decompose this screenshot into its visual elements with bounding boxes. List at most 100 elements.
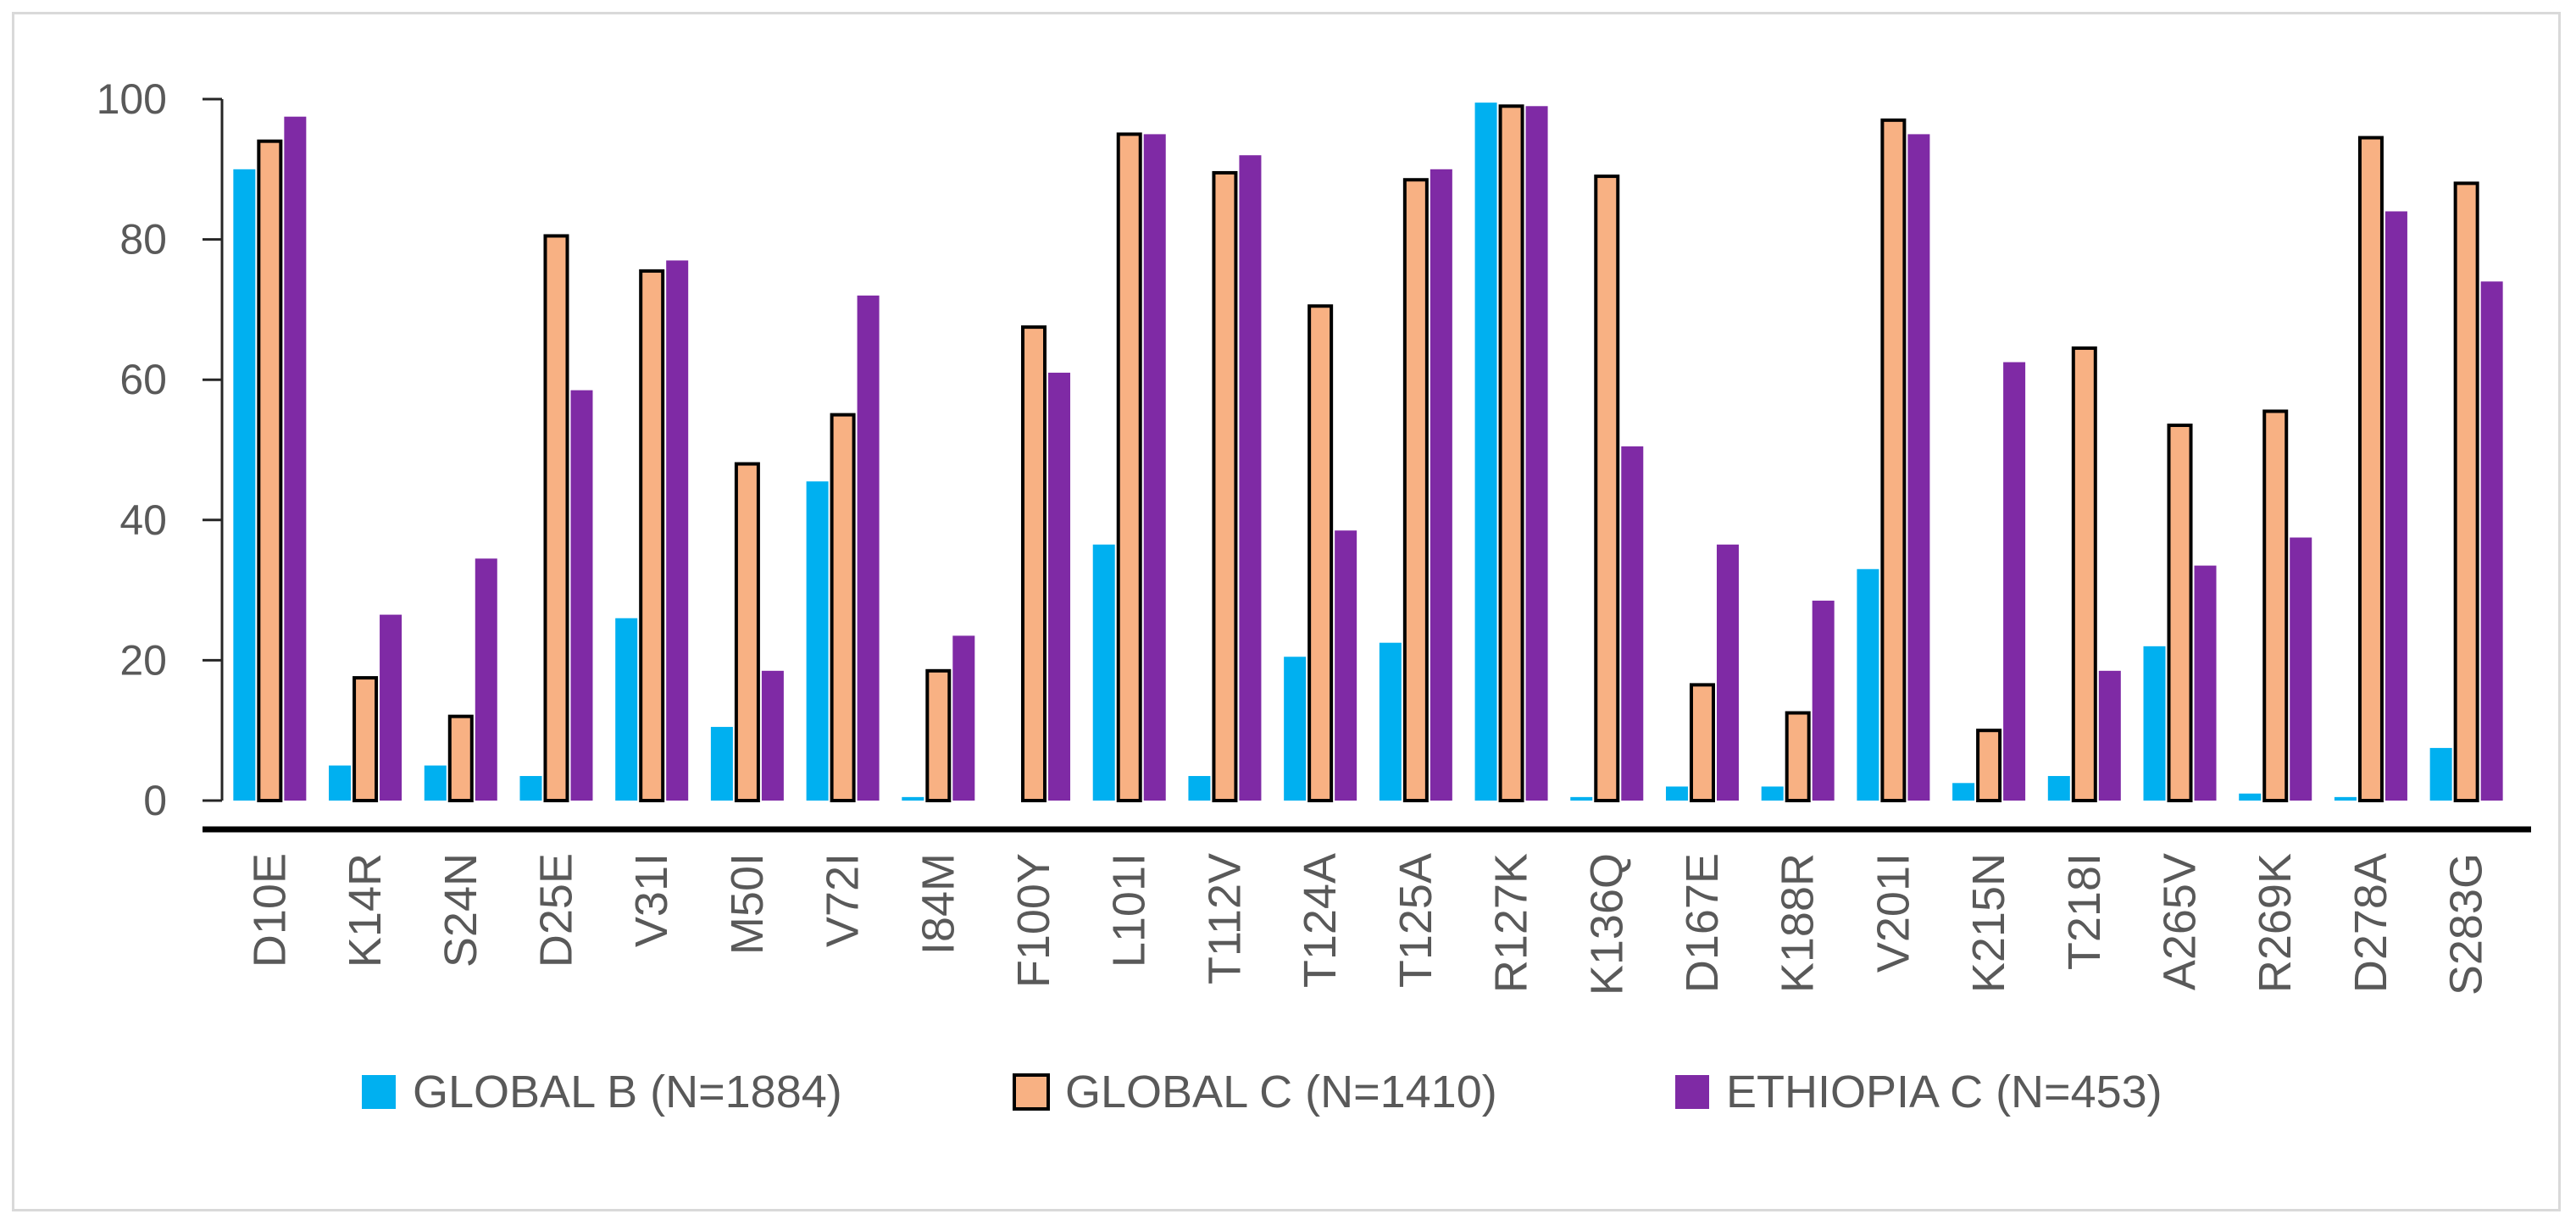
bar-ethiopia-c-d278a: [2384, 211, 2407, 801]
x-category-label: S283G: [2441, 853, 2492, 995]
bar-global-c-d278a: [2357, 136, 2384, 803]
x-category-label: D25E: [530, 853, 581, 967]
bar-global-b-v31i: [615, 618, 638, 801]
bar-global-b-r127k: [1474, 103, 1497, 801]
x-category-label: V31I: [626, 853, 677, 947]
x-category-label: M50I: [722, 853, 773, 955]
chart-frame: 0 20 40 60 80 100 D10E K14R S24N D25E V31I M50I V72…: [12, 12, 2561, 1211]
bar-ethiopia-c-m50i: [761, 670, 784, 801]
y-tick-label: 100: [97, 75, 167, 123]
bar-global-c-k136q: [1594, 175, 1620, 802]
bar-global-b-r269k: [2239, 793, 2262, 801]
bar-ethiopia-c-d167e: [1716, 544, 1739, 801]
x-category-label: D10E: [244, 853, 295, 967]
bar-ethiopia-c-f100y: [1048, 372, 1071, 801]
bar-global-c-m50i: [734, 462, 760, 802]
bar-ethiopia-c-d10e: [284, 116, 307, 801]
bar-global-b-k136q: [1570, 796, 1593, 801]
bar-global-b-s24n: [424, 765, 447, 801]
bar-global-c-v72i: [830, 413, 856, 802]
legend-label-ethiopia-c: ETHIOPIA C (N=453): [1726, 1067, 2162, 1117]
bar-global-c-v31i: [639, 269, 665, 802]
bar-ethiopia-c-k14r: [380, 614, 402, 801]
y-tick-label: 40: [119, 496, 167, 544]
bar-ethiopia-c-s283g: [2480, 281, 2503, 801]
bar-ethiopia-c-k188r: [1812, 601, 1835, 801]
bar-global-c-t218i: [2071, 346, 2097, 802]
bar-global-b-v72i: [806, 481, 829, 801]
bar-global-b-s283g: [2429, 747, 2452, 801]
legend-swatch-ethiopia-c: [1675, 1075, 1709, 1109]
x-category-label: S24N: [436, 853, 486, 967]
bar-global-c-v201i: [1880, 118, 1907, 802]
bar-global-c-a265v: [2167, 424, 2193, 802]
bar-ethiopia-c-k215n: [2003, 362, 2026, 801]
legend-label-global-c: GLOBAL C (N=1410): [1065, 1067, 1497, 1117]
y-tick-label: 0: [143, 777, 167, 824]
bar-ethiopia-c-t218i: [2098, 670, 2121, 801]
x-category-label: L101I: [1104, 853, 1155, 967]
bar-ethiopia-c-k136q: [1621, 446, 1644, 801]
bar-global-c-r269k: [2262, 409, 2289, 802]
bar-ethiopia-c-t112v: [1239, 155, 1262, 801]
x-category-label: I84M: [913, 853, 963, 955]
bar-global-c-d25e: [543, 234, 569, 802]
bar-global-b-d10e: [233, 169, 256, 801]
bar-chart: 0 20 40 60 80 100 D10E K14R S24N D25E V31I M50I V72…: [97, 75, 2531, 1117]
bar-ethiopia-c-a265v: [2194, 565, 2217, 801]
x-category-label: K188R: [1773, 853, 1824, 993]
bar-global-c-k215n: [1976, 729, 2002, 803]
bar-global-c-d10e: [257, 139, 283, 802]
bar-global-c-l101i: [1116, 132, 1142, 802]
bar-global-b-i84m: [902, 796, 924, 801]
bar-global-c-r127k: [1498, 104, 1524, 802]
bar-global-b-l101i: [1092, 544, 1115, 801]
x-category-label: K215N: [1963, 853, 2014, 993]
bar-global-c-s24n: [447, 714, 474, 803]
bar-global-b-d25e: [519, 776, 542, 801]
bar-global-c-f100y: [1021, 325, 1047, 803]
bar-ethiopia-c-s24n: [475, 558, 497, 801]
bar-global-b-t125a: [1379, 642, 1402, 801]
y-tick-label: 80: [119, 216, 167, 263]
legend-swatch-global-b: [362, 1075, 396, 1109]
bar-ethiopia-c-v201i: [1907, 134, 1930, 801]
legend-label-global-b: GLOBAL B (N=1884): [413, 1067, 842, 1117]
bar-global-b-t218i: [2047, 776, 2070, 801]
x-category-label: D167E: [1677, 853, 1728, 993]
bar-ethiopia-c-d25e: [570, 390, 593, 801]
bars: [233, 103, 2503, 803]
bar-global-b-k215n: [1952, 783, 1975, 801]
bar-ethiopia-c-t125a: [1430, 169, 1452, 801]
x-category-label: T124A: [1295, 853, 1346, 988]
bar-ethiopia-c-v31i: [666, 260, 689, 801]
y-axis: 0 20 40 60 80 100: [97, 75, 224, 824]
x-category-label: R127K: [1486, 853, 1537, 993]
bar-ethiopia-c-i84m: [952, 635, 975, 801]
x-category-label: F100Y: [1008, 853, 1059, 988]
bar-global-c-t112v: [1212, 170, 1238, 802]
x-category-label: V201I: [1868, 853, 1918, 973]
y-tick-label: 60: [119, 356, 167, 403]
legend: GLOBAL B (N=1884) GLOBAL C (N=1410) ETHIOP…: [362, 1067, 2162, 1117]
bar-global-b-t112v: [1188, 776, 1211, 801]
x-category-label: K136Q: [1581, 853, 1632, 995]
x-category-label: R269K: [2250, 853, 2301, 993]
x-category-label: D278A: [2346, 853, 2396, 993]
bar-global-c-t125a: [1402, 178, 1429, 803]
bar-global-b-a265v: [2143, 646, 2166, 801]
bar-global-c-d167e: [1689, 683, 1715, 802]
bar-global-c-k14r: [353, 676, 379, 802]
x-category-label: T218I: [2059, 853, 2110, 970]
bar-ethiopia-c-l101i: [1143, 134, 1166, 801]
bar-ethiopia-c-v72i: [857, 295, 880, 801]
bar-global-c-i84m: [925, 668, 952, 802]
x-category-label: V72I: [818, 853, 869, 947]
bar-global-c-k188r: [1785, 711, 1811, 802]
x-axis: D10E K14R S24N D25E V31I M50I V72I I84M F100Y L10…: [203, 826, 2531, 995]
bar-global-b-m50i: [710, 727, 733, 801]
y-tick-label: 20: [119, 636, 167, 684]
x-category-label: T112V: [1199, 853, 1250, 984]
bar-global-b-k14r: [329, 765, 352, 801]
legend-swatch-global-c: [1013, 1073, 1050, 1111]
